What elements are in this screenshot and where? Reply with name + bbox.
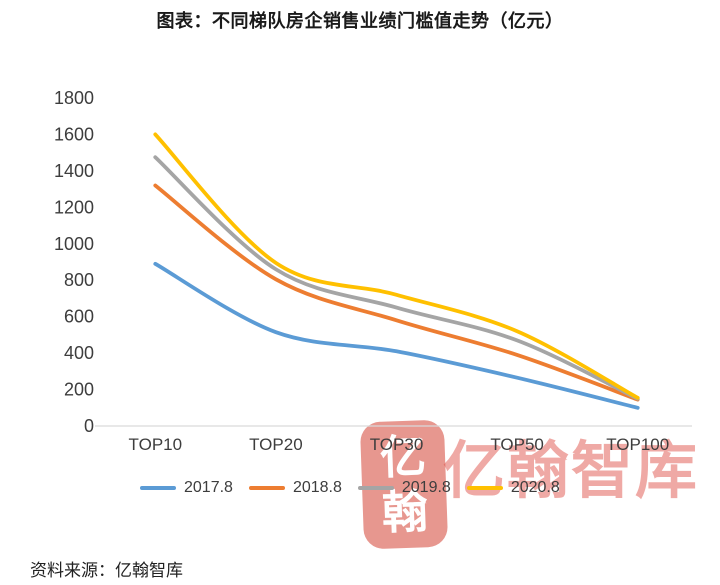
y-axis-tick-label: 1200 bbox=[54, 197, 94, 217]
y-axis-tick-label: 800 bbox=[64, 270, 94, 290]
series-line-2019.8 bbox=[153, 155, 640, 401]
x-axis-label-top10: TOP10 bbox=[129, 435, 183, 454]
series-line-2017.8 bbox=[153, 261, 640, 410]
legend-swatch bbox=[248, 486, 285, 490]
y-axis-tick-label: 600 bbox=[64, 307, 94, 327]
y-axis-tick-label: 1600 bbox=[54, 124, 94, 144]
x-axis-label-top20: TOP20 bbox=[249, 435, 303, 454]
y-axis-tick-label: 1000 bbox=[54, 234, 94, 254]
legend-item-2019.8: 2019.8 bbox=[357, 479, 451, 497]
legend-swatch bbox=[357, 486, 394, 490]
x-axis-label-top50: TOP50 bbox=[490, 435, 544, 454]
x-axis-label-top100: TOP100 bbox=[606, 435, 669, 454]
source-note: 资料来源：亿翰智库 bbox=[30, 561, 183, 580]
chart-legend: 2017.8 2018.8 2019.8 2020.8 bbox=[140, 479, 560, 497]
series-line-2020.8 bbox=[153, 132, 640, 400]
legend-item-2018.8: 2018.8 bbox=[248, 479, 342, 497]
y-axis-tick-label: 0 bbox=[84, 416, 94, 436]
y-axis-tick-label: 1800 bbox=[54, 88, 94, 108]
x-axis-label-top30: TOP30 bbox=[370, 435, 424, 454]
legend-label: 2020.8 bbox=[510, 479, 560, 496]
legend-label: 2017.8 bbox=[184, 479, 233, 496]
series-line-2018.8 bbox=[153, 183, 640, 402]
legend-label: 2018.8 bbox=[292, 479, 342, 496]
chart-title: 图表：不同梯队房企销售业绩门槛值走势（亿元） bbox=[156, 11, 564, 31]
line-chart-plot: 0 200 400 600 800 1000 1200 1400 1600 1800 TOP10 TO… bbox=[54, 88, 692, 454]
legend-item-2020.8: 2020.8 bbox=[466, 479, 560, 497]
legend-swatch bbox=[140, 486, 176, 490]
legend-swatch bbox=[466, 486, 503, 490]
y-axis-tick-label: 1400 bbox=[54, 161, 94, 181]
y-axis-tick-label: 200 bbox=[64, 380, 94, 400]
legend-item-2017.8: 2017.8 bbox=[140, 479, 233, 497]
y-axis-tick-label: 400 bbox=[64, 343, 94, 363]
legend-label: 2019.8 bbox=[401, 479, 451, 496]
